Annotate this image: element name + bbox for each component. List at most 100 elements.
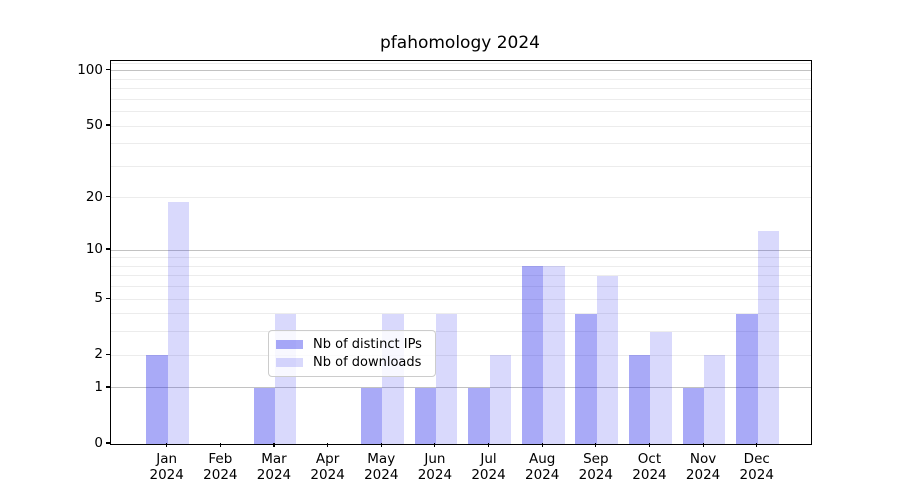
x-tick-label: Mar 2024 (239, 451, 309, 483)
x-tick (541, 443, 543, 447)
bar-distinct-ips (468, 387, 490, 444)
bar-distinct-ips (682, 387, 705, 444)
x-tick-label: Jul 2024 (454, 451, 524, 483)
y-gridline-minor (111, 197, 811, 199)
y-tick-label: 0 (94, 435, 103, 451)
y-tick-label: 20 (85, 188, 103, 205)
x-tick-label-month: Oct (637, 451, 662, 467)
x-tick-label-month: Apr (315, 451, 340, 467)
bar-downloads (596, 275, 619, 444)
x-tick (166, 443, 168, 447)
y-tick-label: 100 (77, 61, 103, 78)
x-tick (487, 443, 490, 447)
x-tick-label: Dec 2024 (722, 451, 792, 483)
y-gridline-minor (111, 78, 811, 80)
x-tick (273, 443, 275, 447)
x-tick-label-month: Feb (208, 451, 233, 467)
bar-downloads (543, 266, 565, 444)
bar-downloads (167, 201, 190, 444)
x-tick (434, 443, 436, 447)
y-tick-label: 50 (85, 117, 103, 134)
bar-downloads (704, 355, 726, 444)
y-gridline-minor (111, 165, 811, 167)
x-tick-label-month: Aug (528, 451, 556, 467)
x-tick-label: Jan 2024 (132, 451, 202, 483)
y-gridline-minor (111, 275, 811, 277)
y-tick-label: 5 (94, 290, 103, 307)
x-tick-label-year: 2024 (417, 467, 453, 483)
y-gridline-minor (111, 265, 811, 267)
legend-label: Nb of downloads (313, 355, 422, 370)
y-tick (106, 69, 110, 71)
legend-swatch-downloads (276, 358, 303, 367)
bar-distinct-ips (629, 355, 651, 444)
bar-distinct-ips (146, 355, 168, 444)
y-tick-label: 1 (94, 378, 103, 395)
y-gridline-minor (111, 143, 811, 145)
bar-distinct-ips (253, 387, 275, 444)
x-tick (702, 443, 704, 447)
x-tick-label: Sep 2024 (561, 451, 631, 483)
y-tick (106, 386, 110, 388)
x-tick-label-year: 2024 (364, 467, 399, 483)
bar-distinct-ips (736, 313, 758, 444)
y-tick (106, 124, 110, 126)
x-tick (595, 443, 597, 447)
plot-area (110, 60, 812, 445)
y-gridline-minor (111, 62, 811, 64)
x-tick-label-year: 2024 (256, 467, 292, 483)
x-tick (327, 443, 329, 447)
x-tick (648, 443, 651, 447)
x-tick-label-year: 2024 (310, 467, 345, 483)
x-tick-label: Feb 2024 (185, 451, 255, 483)
x-tick-label-year: 2024 (471, 467, 506, 483)
x-tick-label-year: 2024 (203, 467, 238, 483)
y-tick (106, 248, 110, 250)
x-tick-label-year: 2024 (685, 467, 721, 483)
x-tick-label-year: 2024 (739, 467, 774, 483)
y-gridline-minor (111, 88, 811, 90)
x-tick-label: Aug 2024 (507, 451, 577, 483)
bar-distinct-ips (575, 313, 597, 444)
bar-distinct-ips (521, 266, 544, 444)
x-tick (380, 443, 382, 447)
y-gridline-major (111, 70, 811, 72)
bar-downloads (489, 355, 511, 444)
y-gridline-major (111, 387, 811, 389)
x-tick-label-month: Jul (480, 451, 497, 467)
x-tick (756, 443, 758, 447)
y-tick (106, 442, 110, 444)
x-tick-label-month: Jun (424, 451, 446, 467)
bar-downloads (435, 313, 458, 444)
legend-item-distinct-ips: Nb of distinct IPs (276, 337, 427, 352)
y-gridline-minor (111, 98, 811, 100)
bar-downloads (650, 331, 672, 444)
y-tick (106, 196, 110, 198)
y-gridline-minor (111, 286, 811, 288)
y-tick (106, 297, 110, 299)
x-tick-label: Nov 2024 (668, 451, 738, 483)
bar-distinct-ips (414, 387, 436, 444)
legend-label: Nb of distinct IPs (313, 337, 422, 352)
x-tick-label-year: 2024 (632, 467, 667, 483)
bar-distinct-ips (360, 387, 383, 444)
y-gridline-minor (111, 298, 811, 300)
legend: Nb of distinct IPs Nb of downloads (268, 330, 436, 377)
x-tick-label: Jun 2024 (400, 451, 470, 483)
legend-swatch-distinct-ips (276, 340, 303, 349)
y-tick-label: 10 (85, 241, 103, 258)
x-tick-label-month: Dec (743, 451, 770, 467)
x-tick-label-month: Sep (583, 451, 609, 467)
y-gridline-minor (111, 313, 811, 315)
y-gridline-major (111, 249, 811, 251)
y-tick-label: 2 (94, 346, 103, 363)
chart-title: pfahomology 2024 (380, 33, 540, 53)
x-tick-label: Oct 2024 (614, 451, 684, 483)
x-tick-label-year: 2024 (578, 467, 613, 483)
x-tick-label-month: Jan (156, 451, 178, 467)
x-tick-label-year: 2024 (524, 467, 560, 483)
legend-item-downloads: Nb of downloads (276, 355, 427, 370)
x-tick-label-month: May (367, 451, 396, 467)
y-gridline-minor (111, 354, 811, 356)
